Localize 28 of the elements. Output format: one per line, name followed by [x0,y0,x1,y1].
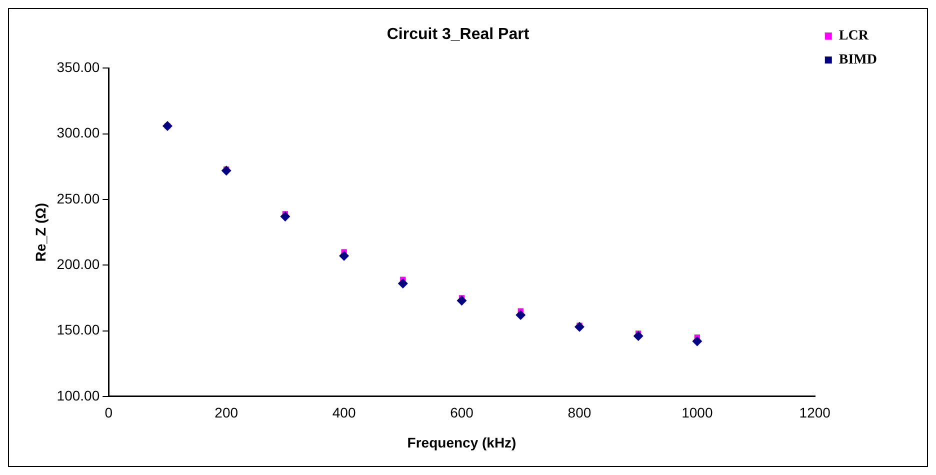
point [339,250,350,261]
x-tick-label: 400 [332,404,356,421]
point [456,296,467,306]
y-axis-title: Re_Z (Ω) [32,202,48,262]
chart-title: Circuit 3_Real Part [386,26,530,44]
y-tick-label: 300.00 [56,124,100,141]
point [162,120,172,131]
y-tick-label: 200.00 [56,256,100,272]
point [280,212,290,222]
x-tick-label: 200 [214,404,238,421]
x-tick-label: 0 [104,404,113,421]
legend-label: BIMD [838,52,878,68]
x-tick-label: 1000 [682,404,713,421]
y-tick-label: 250.00 [56,190,100,206]
point [633,331,644,342]
y-tick-label: 100.00 [56,387,100,404]
legend-label: LCR [838,28,870,44]
point [692,336,702,346]
x-tick-label: 800 [568,404,592,421]
x-tick-label: 1200 [799,404,831,421]
point [221,166,232,176]
x-tick-label: 600 [450,404,474,421]
y-tick-label: 150.00 [56,322,100,338]
point [398,278,408,288]
y-tick-label: 350.00 [56,59,100,76]
x-axis-title: Frequency (kHz) [407,434,516,450]
point [516,310,526,320]
point [574,322,584,332]
